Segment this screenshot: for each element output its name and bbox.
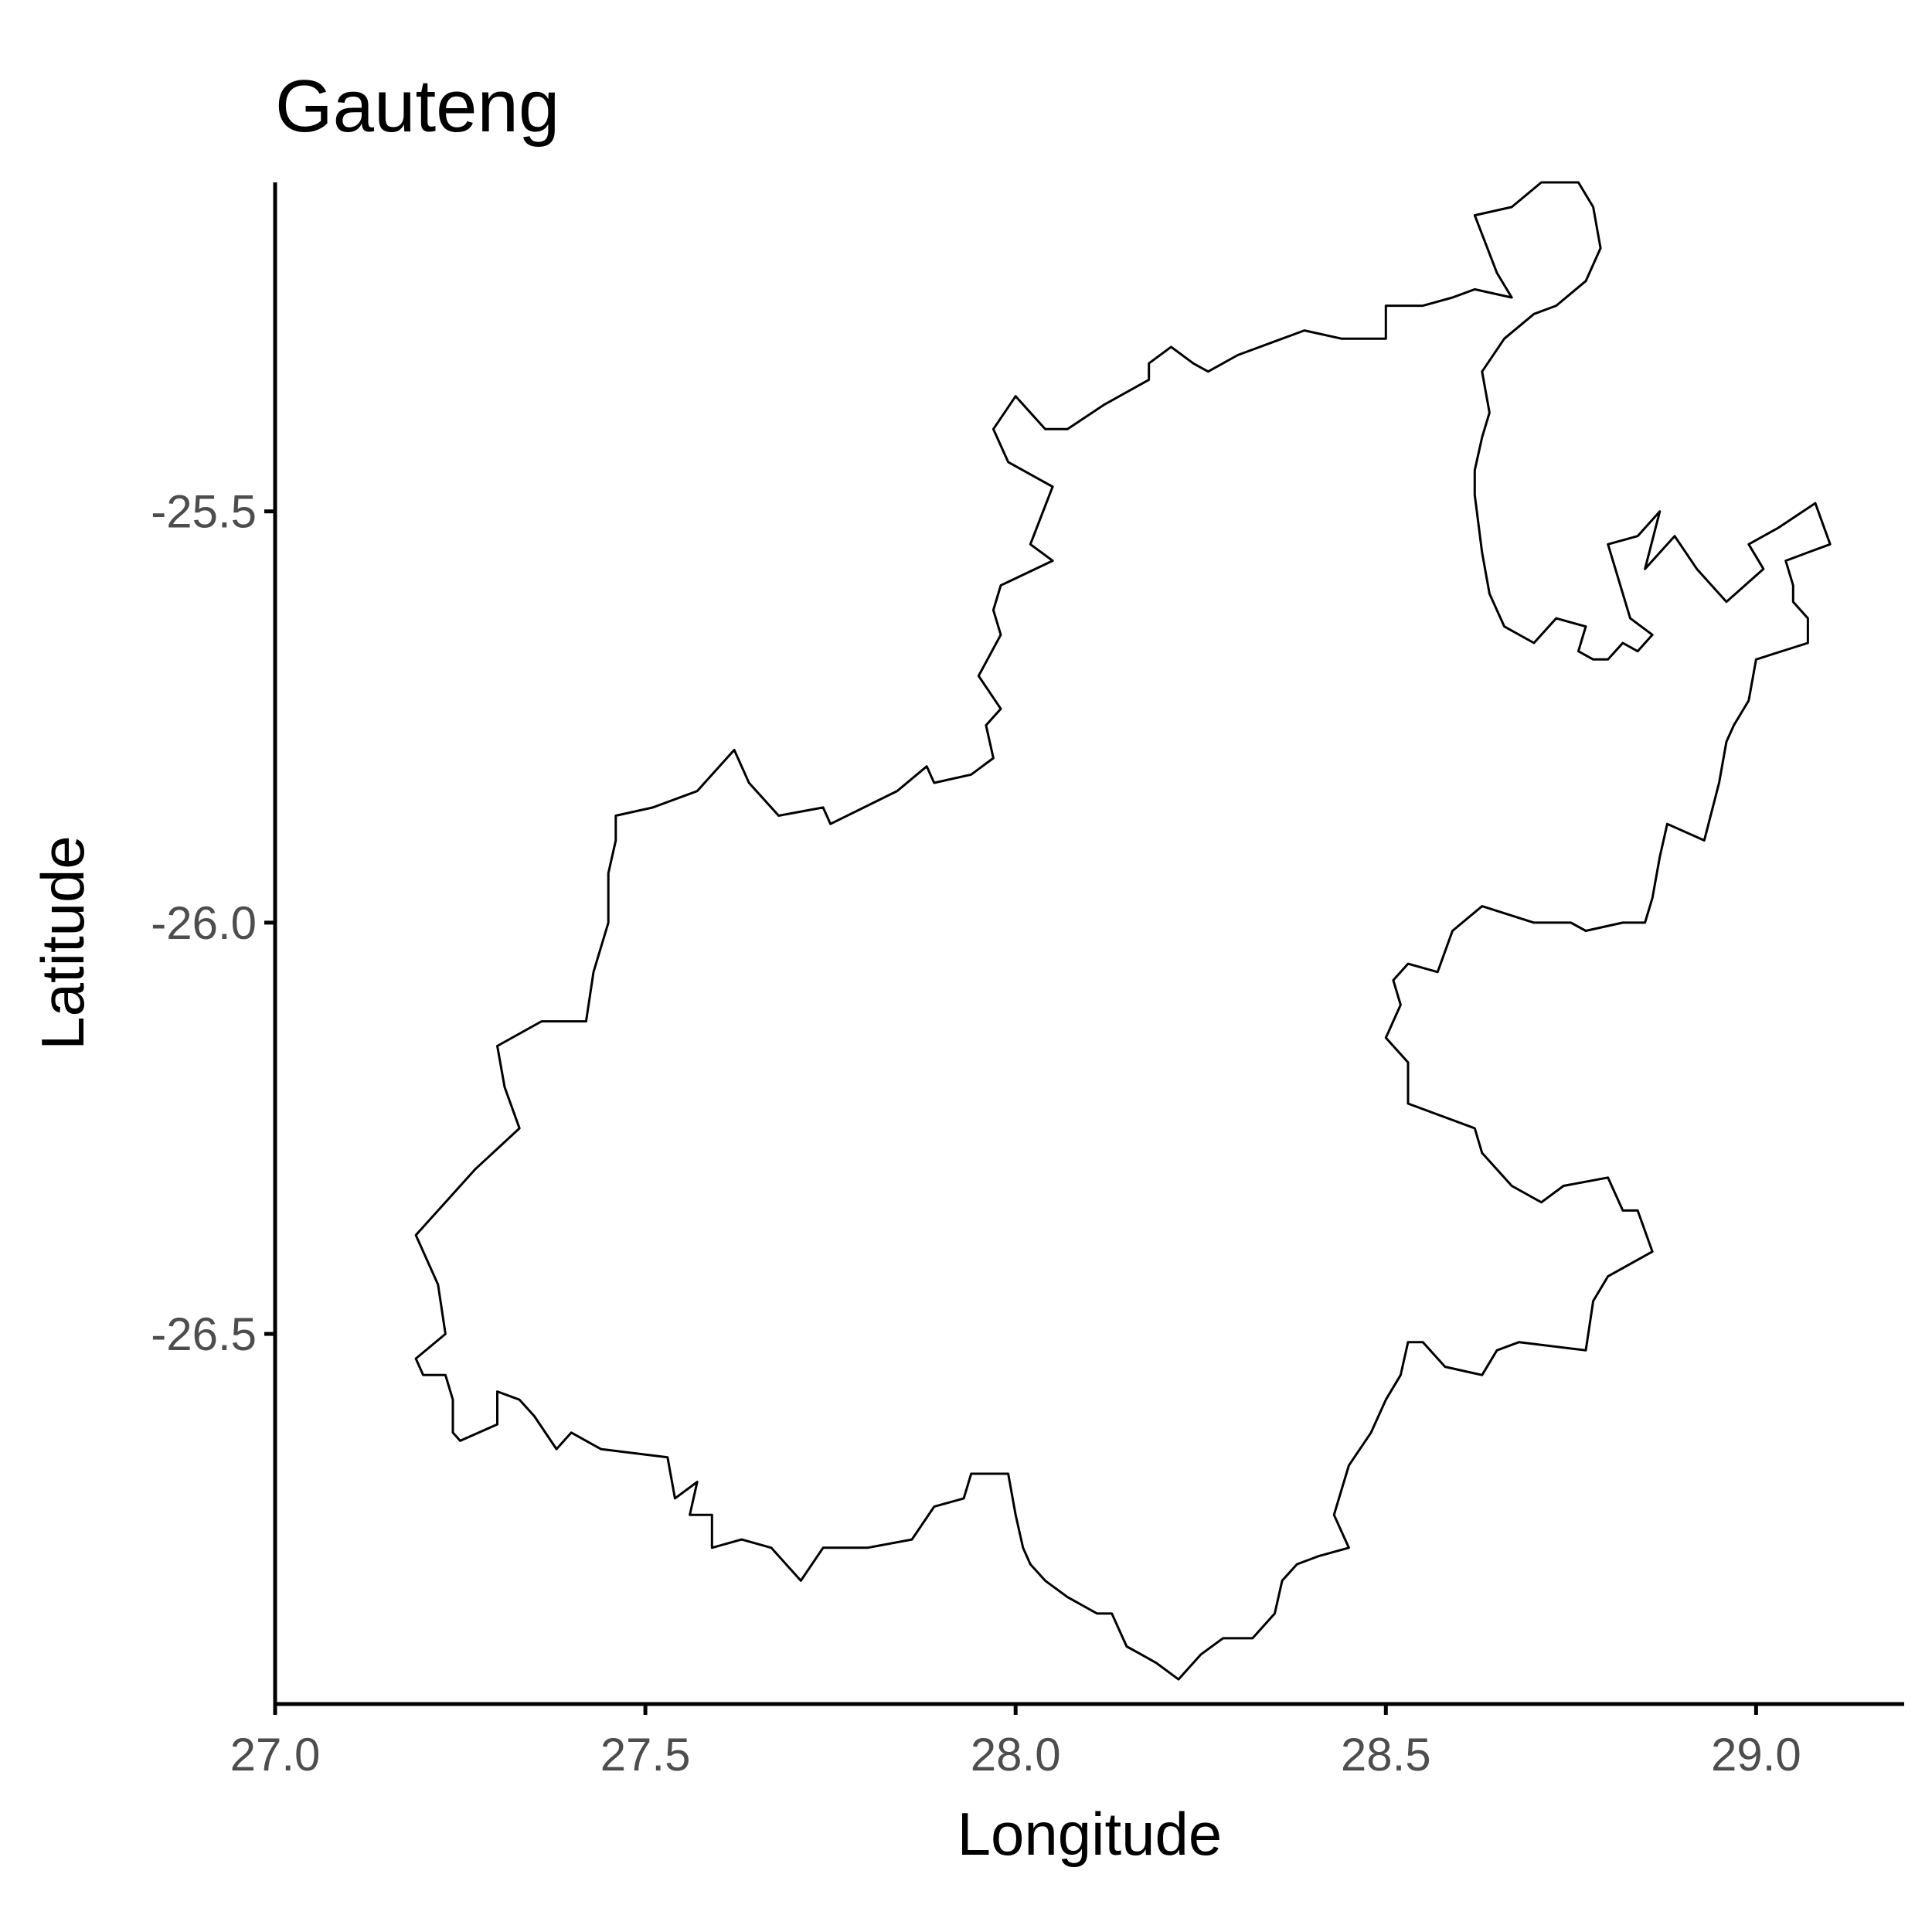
y-tick-label: -26.5 xyxy=(151,1308,257,1360)
gauteng-boundary xyxy=(414,181,1832,1681)
x-axis-title: Longitude xyxy=(957,1800,1223,1868)
x-tick-label: 28.0 xyxy=(971,1729,1061,1781)
x-axis: 27.0 27.5 28.0 28.5 29.0 xyxy=(230,1702,1904,1781)
y-axis-title: Latitude xyxy=(29,835,97,1050)
y-tick-label: -25.5 xyxy=(151,486,257,538)
x-tick-label: 29.0 xyxy=(1711,1729,1801,1781)
chart-title: Gauteng xyxy=(275,65,560,148)
x-tick-label: 27.5 xyxy=(600,1729,691,1781)
x-tick-label: 27.0 xyxy=(230,1729,321,1781)
y-tick-label: -26.0 xyxy=(151,897,257,949)
region-outline-group xyxy=(414,181,1832,1681)
y-axis: -25.5 -26.0 -26.5 xyxy=(151,182,277,1704)
x-tick-label: 28.5 xyxy=(1341,1729,1431,1781)
